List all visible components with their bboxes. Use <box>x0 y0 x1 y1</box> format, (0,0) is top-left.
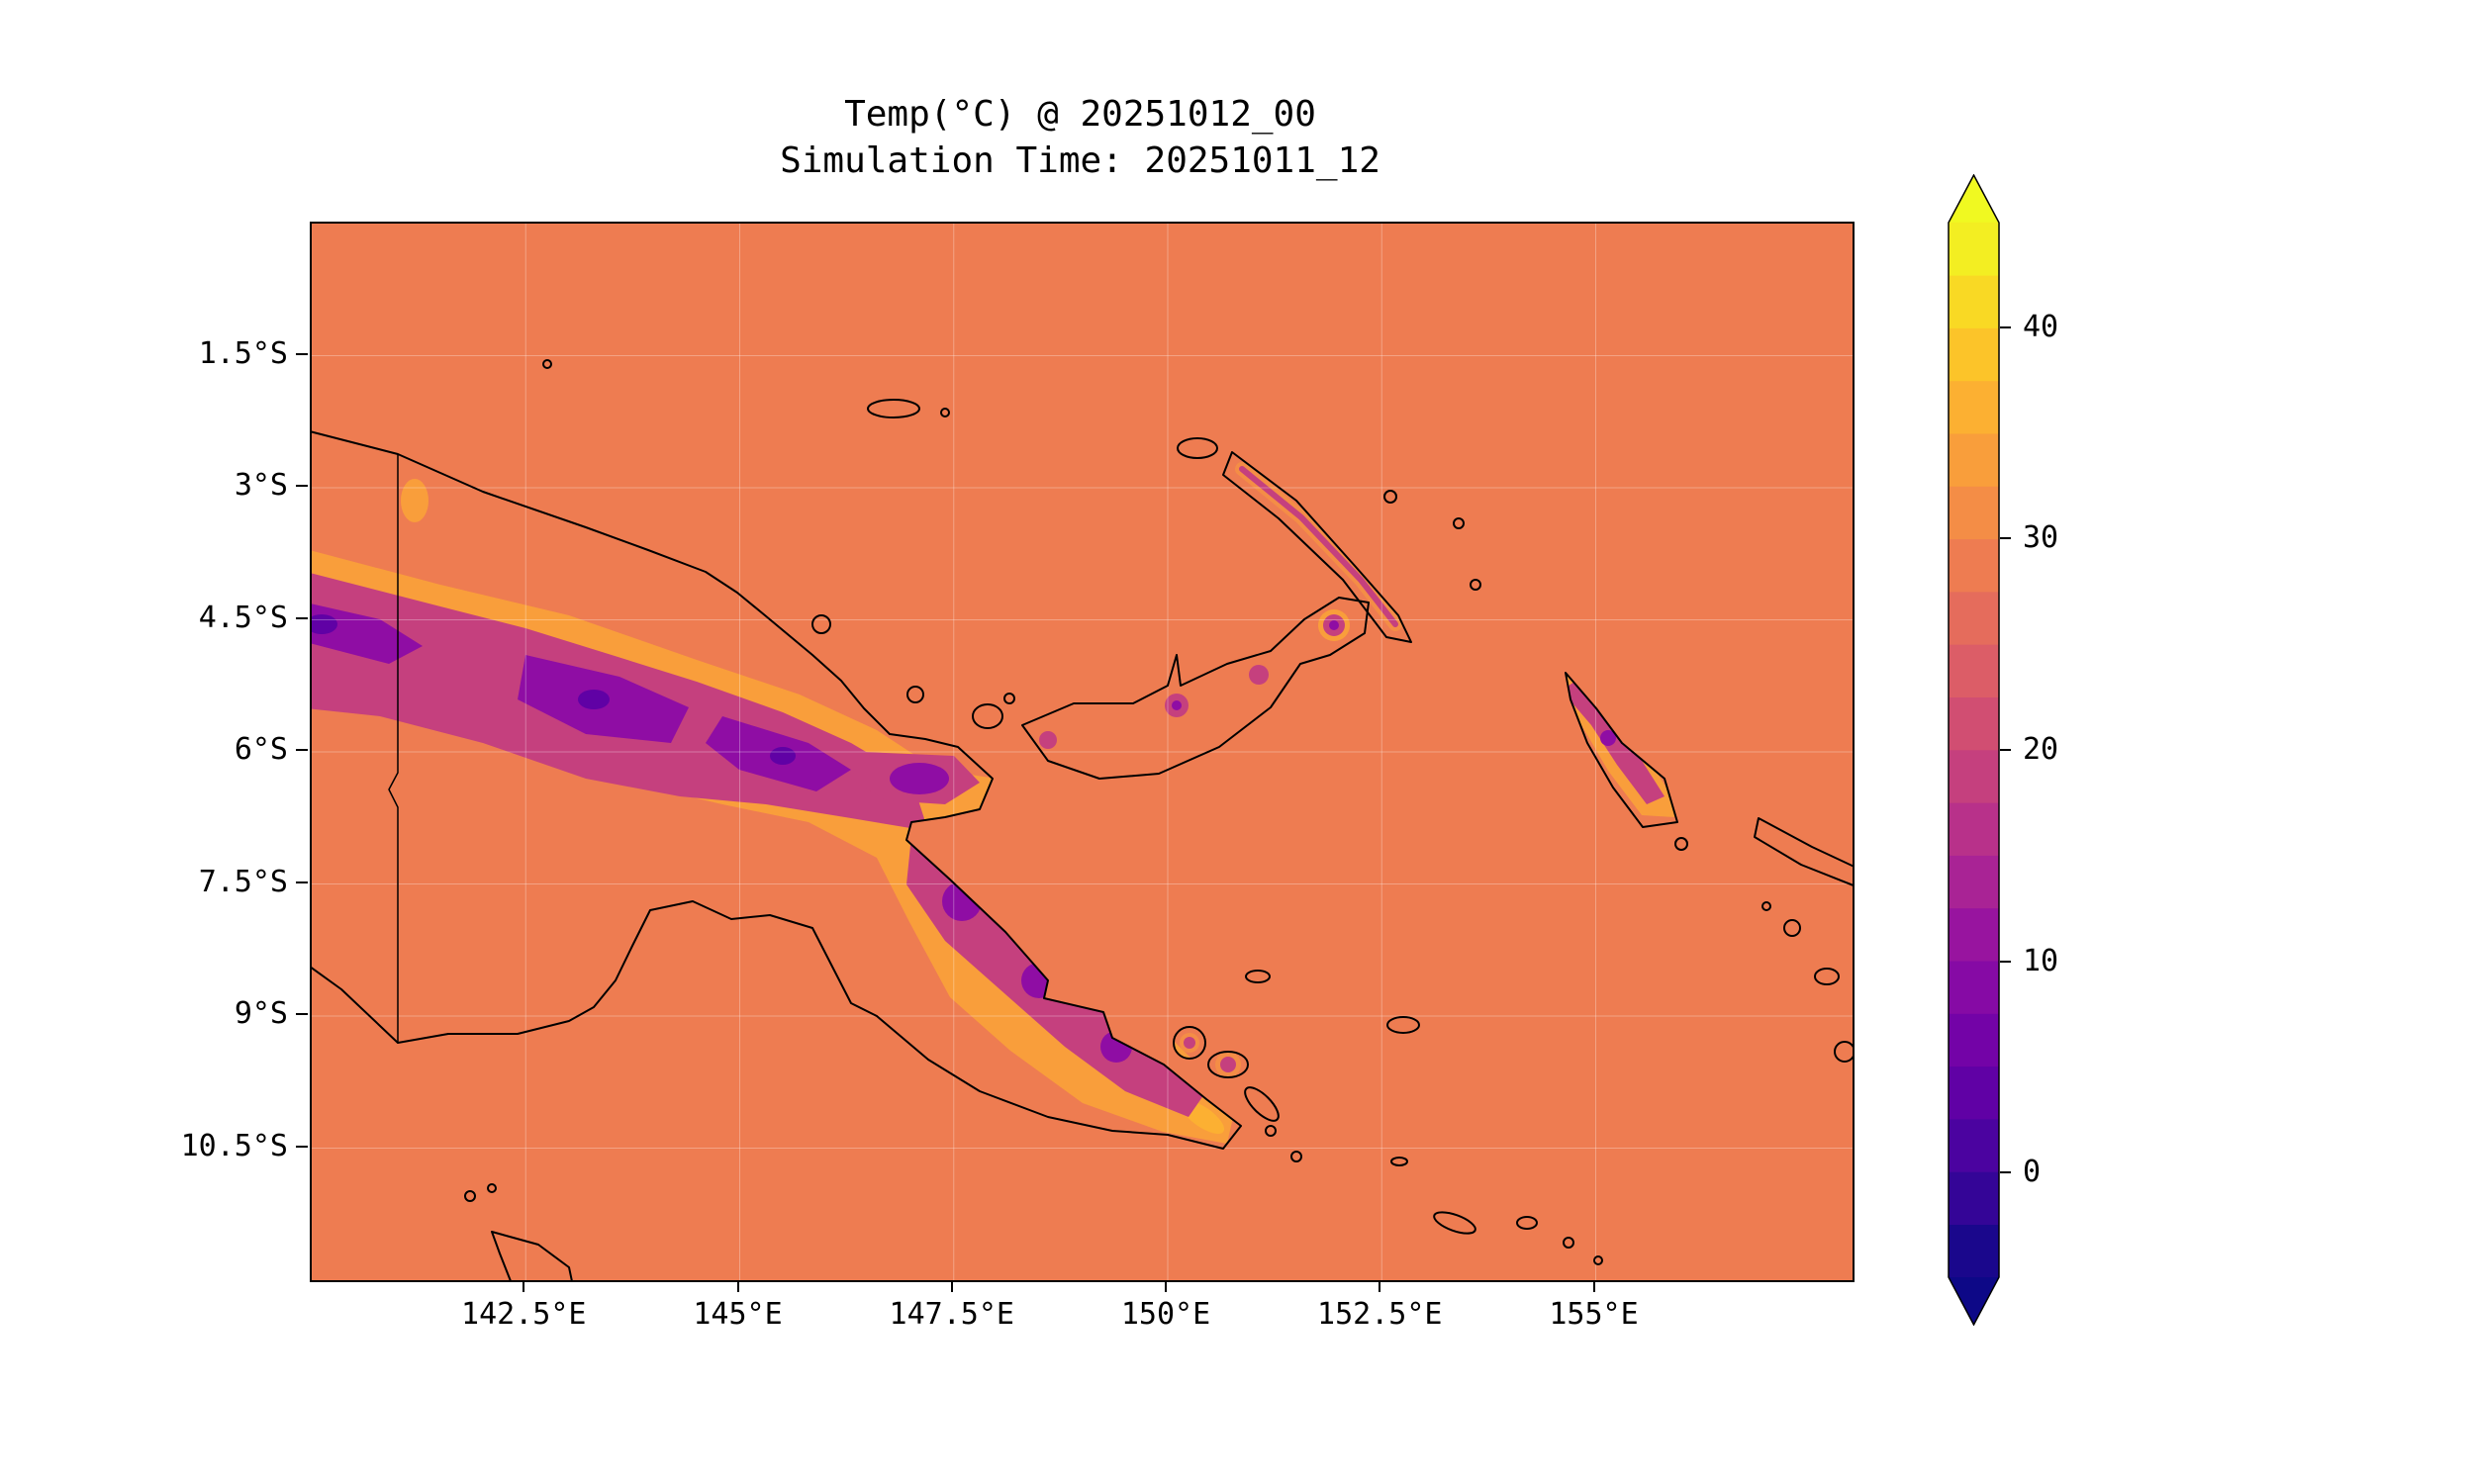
colorbar-tick-label: 20 <box>2023 732 2059 767</box>
colorbar-tick-mark <box>2000 1171 2011 1174</box>
y-tick-label: 3°S <box>234 468 288 503</box>
colorbar-tick-mark <box>2000 325 2011 328</box>
coastlines <box>312 359 1853 1280</box>
x-tick-mark <box>950 1280 953 1292</box>
coldest-peaks-layer <box>312 614 796 765</box>
x-tick-label: 147.5°E <box>889 1297 1014 1332</box>
colorbar-band <box>1949 380 1999 434</box>
colorbar-band <box>1949 960 1999 1014</box>
colorbar-band <box>1949 327 1999 382</box>
map-canvas <box>312 224 1853 1280</box>
colorbar-band <box>1949 486 1999 540</box>
y-tick-label: 1.5°S <box>198 335 288 371</box>
colorbar-canvas <box>1948 174 2000 1326</box>
colorbar-tick-label: 0 <box>2023 1155 2042 1190</box>
new-ireland-cool-ridge <box>1239 466 1398 627</box>
y-tick-label: 6°S <box>234 732 288 767</box>
y-tick-mark <box>296 352 308 355</box>
colorbar-extend-under-arrow <box>1949 1277 1999 1325</box>
colorbar-band <box>1949 1118 1999 1172</box>
y-tick-mark <box>296 881 308 883</box>
colorbar-band <box>1949 1171 1999 1225</box>
y-tick-label: 7.5°S <box>198 864 288 899</box>
graticule <box>312 224 1853 1280</box>
colorbar-band <box>1949 432 1999 487</box>
y-tick-mark <box>296 749 308 751</box>
colorbar-band <box>1949 591 1999 645</box>
x-tick-mark <box>736 1280 739 1292</box>
colorbar-tick-label: 30 <box>2023 520 2059 556</box>
colorbar-band <box>1949 275 1999 328</box>
colorbar-tick-mark <box>2000 537 2011 540</box>
colorbar-band <box>1949 538 1999 593</box>
colorbar-band <box>1949 644 1999 697</box>
title-line-2: Simulation Time: 20251011_12 <box>780 140 1380 181</box>
x-tick-label: 150°E <box>1120 1297 1211 1332</box>
colorbar-tick-label: 10 <box>2023 943 2059 978</box>
x-tick-label: 142.5°E <box>461 1297 587 1332</box>
x-tick-label: 145°E <box>693 1297 783 1332</box>
colorbar-tick-mark <box>2000 960 2011 963</box>
colorbar-band <box>1949 749 1999 803</box>
x-tick-label: 155°E <box>1549 1297 1639 1332</box>
colorbar-outline <box>1948 174 2000 1326</box>
colorbar <box>1948 174 2000 1326</box>
x-tick-label: 152.5°E <box>1317 1297 1443 1332</box>
x-tick-mark <box>1379 1280 1381 1292</box>
png-indonesia-border-line <box>388 454 399 1043</box>
colorbar-band <box>1949 1224 1999 1278</box>
x-tick-mark <box>1165 1280 1167 1292</box>
colorbar-bands <box>1949 222 1999 1278</box>
y-tick-mark <box>296 1145 308 1148</box>
x-tick-mark <box>523 1280 525 1292</box>
colorbar-tick-label: 40 <box>2023 309 2059 344</box>
colorbar-tick-mark <box>2000 749 2011 751</box>
x-tick-mark <box>1592 1280 1595 1292</box>
colorbar-band <box>1949 1066 1999 1120</box>
y-tick-mark <box>296 1013 308 1015</box>
colorbar-band <box>1949 696 1999 751</box>
figure-title: Temp(°C) @ 20251012_00 Simulation Time: … <box>310 91 1851 184</box>
colorbar-band <box>1949 855 1999 909</box>
colorbar-band <box>1949 802 1999 856</box>
map-axes <box>310 222 1855 1282</box>
y-tick-mark <box>296 616 308 619</box>
colorbar-extend-over-arrow <box>1949 175 1999 223</box>
y-tick-label: 4.5°S <box>198 600 288 635</box>
colorbar-band <box>1949 222 1999 276</box>
colorbar-band <box>1949 1013 1999 1067</box>
y-tick-label: 10.5°S <box>180 1128 288 1163</box>
y-tick-mark <box>296 485 308 487</box>
colorbar-band <box>1949 907 1999 962</box>
title-line-1: Temp(°C) @ 20251012_00 <box>844 94 1316 135</box>
y-tick-label: 9°S <box>234 996 288 1031</box>
